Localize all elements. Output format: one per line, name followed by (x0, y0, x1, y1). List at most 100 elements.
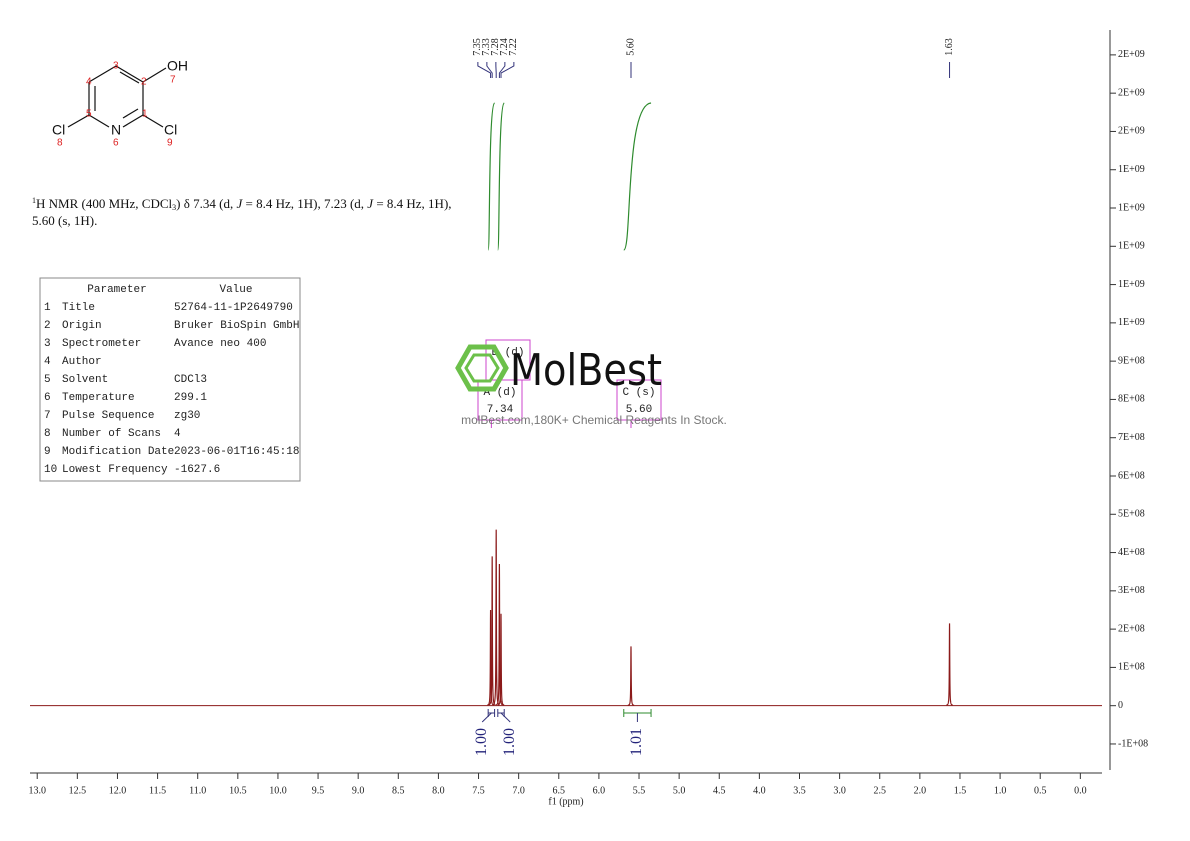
peak-connector (477, 62, 492, 78)
x-tick-label: 4.0 (753, 785, 766, 796)
table-cell: Spectrometer (62, 338, 141, 350)
atom: Cl (52, 122, 65, 138)
integral-curve (623, 102, 652, 251)
text: = 8.4 Hz, 1H), 7.23 (d, (242, 196, 367, 211)
x-tick-label: 3.5 (793, 785, 806, 796)
atom: OH (167, 58, 188, 74)
table-cell: Number of Scans (62, 428, 161, 440)
table-cell: 4 (44, 356, 51, 368)
text: ) δ 7.34 (d, (176, 196, 236, 211)
x-tick-label: 8.5 (392, 785, 405, 796)
text: = 8.4 Hz, 1H), (373, 196, 451, 211)
text: H NMR (400 MHz, CDCl (36, 196, 173, 211)
table-cell: Temperature (62, 392, 135, 404)
integral-label: 1.00 (473, 728, 490, 756)
peak-label: 7.28 (490, 38, 501, 56)
text: J (367, 196, 374, 211)
peak-label: 7.35 (472, 38, 483, 56)
peak (946, 623, 953, 706)
atom: Cl (164, 122, 177, 138)
integral-label: 1.01 (628, 728, 645, 756)
x-tick-label: 6.5 (553, 785, 566, 796)
table-cell: 7 (44, 410, 51, 422)
param-table (39, 277, 301, 482)
x-tick-label: 4.5 (713, 785, 726, 796)
atom: N (111, 122, 121, 138)
table-cell: 1 (44, 302, 51, 314)
multiplet-name: C (s) (622, 387, 655, 399)
atom-number: 8 (57, 138, 63, 149)
x-tick-label: 1.0 (994, 785, 1007, 796)
description: 1H NMR (400 MHz, CDCl3) δ 7.34 (d, J = 8… (32, 196, 452, 212)
x-tick-label: 9.0 (352, 785, 365, 796)
table-cell: Pulse Sequence (62, 410, 154, 422)
multiplet-box (485, 339, 531, 381)
table-cell: zg30 (174, 410, 200, 422)
x-tick-label: 12.0 (109, 785, 127, 796)
x-tick-label: 13.0 (28, 785, 46, 796)
atom-number: 4 (86, 77, 92, 88)
x-tick-label: 2.5 (873, 785, 886, 796)
structure-bonds (67, 65, 167, 128)
multiplet-shift: 5.60 (626, 404, 652, 416)
table-cell: Modification Date (62, 446, 174, 458)
y-tick-label: 4E+08 (1118, 547, 1145, 558)
table-cell: Author (62, 356, 102, 368)
table-header: Parameter (87, 284, 146, 296)
integral-curve (497, 102, 505, 251)
table-cell: 2 (44, 320, 51, 332)
logo (464, 353, 500, 383)
atom-number: 5 (86, 109, 92, 120)
integral-label: 1.00 (501, 728, 518, 756)
peak (495, 564, 503, 706)
peak-connector (498, 62, 506, 78)
atom-number: 1 (142, 109, 148, 120)
x-tick-label: 10.5 (229, 785, 247, 796)
peak-label: 7.22 (508, 38, 519, 56)
x-tick-label: 5.5 (633, 785, 646, 796)
x-tick-label: 7.5 (472, 785, 485, 796)
table-header: Value (219, 284, 252, 296)
y-tick-label: 2E+09 (1118, 126, 1145, 137)
table-cell: 2023-06-01T16:45:18 (174, 446, 299, 458)
y-tick-label: 2E+09 (1118, 87, 1145, 98)
y-tick-label: 7E+08 (1118, 432, 1145, 443)
y-tick-label: 9E+08 (1118, 355, 1145, 366)
x-tick-label: 2.0 (914, 785, 927, 796)
y-tick-label: 2E+09 (1118, 49, 1145, 60)
integral-curve (487, 102, 496, 251)
y-tick-label: 1E+09 (1118, 164, 1145, 175)
table-cell: Solvent (62, 374, 108, 386)
x-tick-label: 7.0 (512, 785, 525, 796)
y-tick-label: 3E+08 (1118, 585, 1145, 596)
table-cell: -1627.6 (174, 464, 220, 476)
x-tick-label: 0.0 (1074, 785, 1087, 796)
x-tick-label: 8.0 (432, 785, 445, 796)
table-cell: 4 (174, 428, 181, 440)
y-tick-label: 1E+09 (1118, 241, 1145, 252)
logo (455, 344, 509, 392)
y-tick-label: 1E+09 (1118, 279, 1145, 290)
table-cell: CDCl3 (174, 374, 207, 386)
x-tick-label: 0.5 (1034, 785, 1047, 796)
table-cell: 9 (44, 446, 51, 458)
table-cell: 6 (44, 392, 51, 404)
y-tick-label: 0 (1118, 700, 1123, 711)
peak-label: 5.60 (625, 38, 636, 56)
table-cell: 299.1 (174, 392, 207, 404)
x-axis-label: f1 (ppm) (548, 796, 583, 807)
table-cell: Bruker BioSpin GmbH (174, 320, 299, 332)
x-tick-label: 6.0 (593, 785, 606, 796)
description: 5.60 (s, 1H). (32, 213, 97, 228)
x-tick-label: 11.5 (149, 785, 166, 796)
integral-connector (481, 712, 492, 723)
multiplet-box (616, 379, 662, 421)
text: J (236, 196, 243, 211)
sub: 3 (172, 203, 176, 212)
atom-number: 2 (141, 77, 147, 88)
table-cell: Lowest Frequency (62, 464, 168, 476)
x-tick-label: 12.5 (69, 785, 87, 796)
y-tick-label: 8E+08 (1118, 394, 1145, 405)
peak (627, 646, 635, 706)
